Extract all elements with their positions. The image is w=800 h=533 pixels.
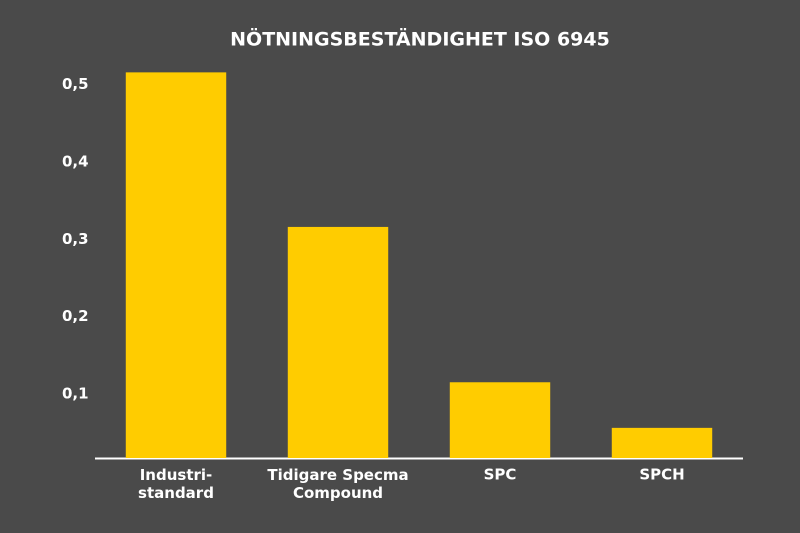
y-tick-label: 0,1 [62,384,89,402]
y-tick-label: 0,2 [62,307,89,325]
bar [125,72,227,458]
x-tick-label: Tidigare Specma Compound [267,466,408,502]
bar [611,427,713,458]
bar [287,226,389,458]
x-tick-label: SPCH [639,466,684,484]
chart-title: NÖTNINGSBESTÄNDIGHET ISO 6945 [230,27,610,51]
x-tick-label: SPC [484,466,517,484]
y-tick-label: 0,4 [62,153,89,171]
y-tick-label: 0,3 [62,230,89,248]
y-tick-label: 0,5 [62,75,89,93]
bar [449,382,551,458]
x-tick-label: Industri-standard [138,466,214,502]
